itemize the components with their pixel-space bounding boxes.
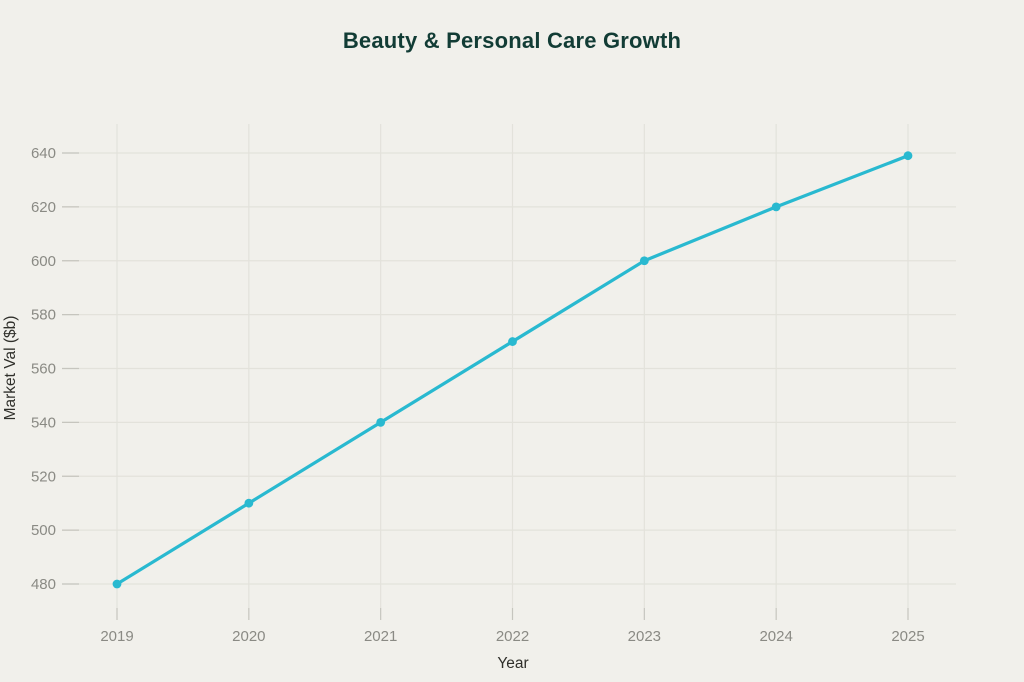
data-point-2021 xyxy=(376,417,386,427)
x-axis-label: Year xyxy=(497,655,529,672)
y-axis-label: Market Val ($b) xyxy=(2,315,19,421)
x-gridlines xyxy=(116,124,909,608)
x-tick-label: 2025 xyxy=(891,628,924,645)
data-point-2020 xyxy=(244,498,254,508)
y-tick-label: 500 xyxy=(31,522,56,539)
y-tick-label: 640 xyxy=(31,145,56,162)
data-point-2022 xyxy=(508,337,517,346)
chart-title: Beauty & Personal Care Growth xyxy=(342,28,682,53)
y-tick-label: 540 xyxy=(31,414,56,431)
data-point-2023 xyxy=(639,256,649,266)
data-point-2025 xyxy=(903,151,913,161)
x-tick-label: 2021 xyxy=(364,628,397,645)
data-point-2024 xyxy=(771,202,781,212)
data-points xyxy=(112,151,913,589)
y-tick-label: 580 xyxy=(31,307,56,324)
y-tick-label: 560 xyxy=(31,361,56,378)
x-tick-label: 2019 xyxy=(100,628,133,645)
y-gridlines xyxy=(62,152,956,585)
x-tick-labels: 2019 2020 2021 2022 2023 2024 2025 xyxy=(100,628,924,645)
y-tick-label: 520 xyxy=(31,468,56,485)
y-tick-label: 620 xyxy=(31,199,56,216)
x-tick-label: 2020 xyxy=(232,628,265,645)
x-tick-label: 2022 xyxy=(496,628,529,645)
y-tick-labels: 480 500 520 540 560 580 600 620 640 xyxy=(31,145,56,593)
x-tick-label: 2023 xyxy=(628,628,661,645)
x-tick-label: 2024 xyxy=(759,628,792,645)
axis-tick-marks xyxy=(62,152,909,620)
y-tick-label: 600 xyxy=(31,253,56,270)
data-point-2019 xyxy=(112,579,122,589)
y-tick-label: 480 xyxy=(31,576,56,593)
